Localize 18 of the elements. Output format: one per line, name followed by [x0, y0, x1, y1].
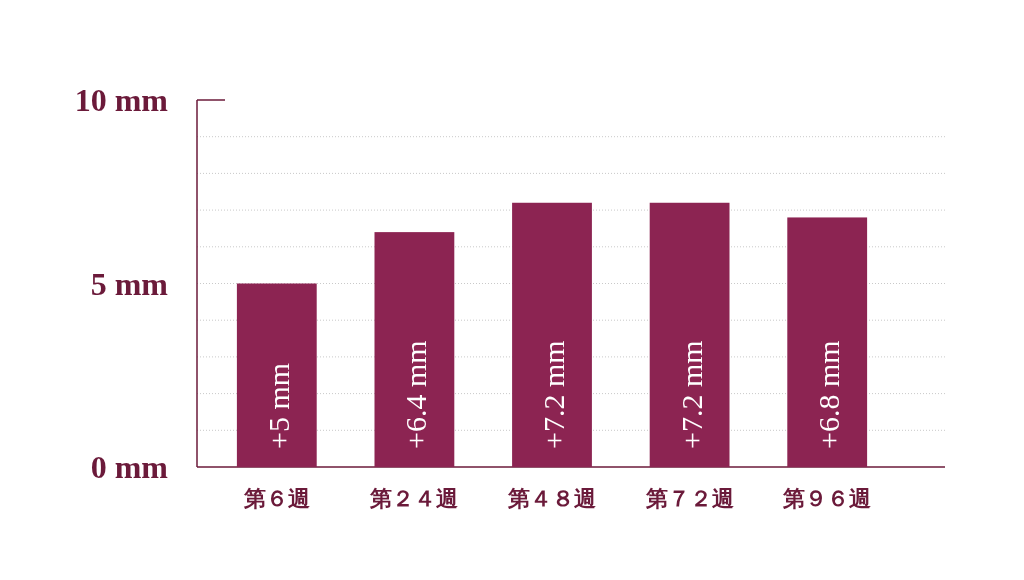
bar — [649, 202, 730, 467]
x-tick-label: 第９６週 — [782, 486, 872, 511]
y-tick-label: 10 mm — [74, 82, 169, 118]
x-tick-label: 第７２週 — [644, 486, 734, 511]
x-tick-label: 第４８週 — [507, 486, 596, 511]
y-tick-label: 0 mm — [90, 449, 169, 485]
bar — [374, 232, 455, 467]
bar — [512, 202, 592, 467]
data-label: +6.8 mm — [812, 340, 846, 449]
bar — [787, 217, 868, 467]
data-label: +7.2 mm — [674, 340, 708, 449]
x-tick-label: 第２４週 — [369, 486, 459, 511]
data-label: +7.2 mm — [537, 340, 570, 449]
y-tick-label: 5 mm — [90, 265, 169, 302]
data-label: +5 mm — [261, 362, 295, 449]
x-tick-label: 第６週 — [242, 486, 310, 511]
bar — [236, 283, 317, 467]
data-label: +6.4 mm — [399, 340, 433, 449]
